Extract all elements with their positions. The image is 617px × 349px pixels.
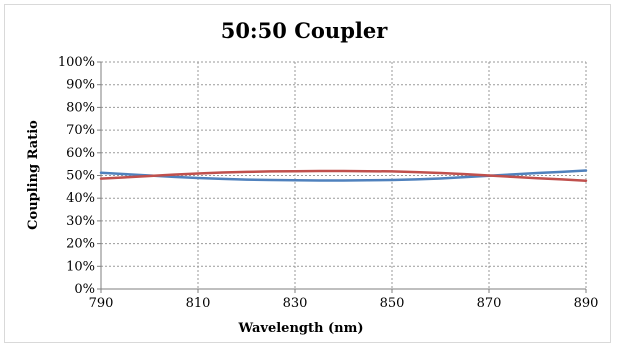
chart-title: 50:50 Coupler <box>221 18 389 43</box>
y-tick-label: 80% <box>66 100 95 115</box>
x-tick-label: 830 <box>283 296 308 311</box>
y-tick-label: 70% <box>66 123 95 138</box>
y-axis-label: Coupling Ratio <box>26 120 41 230</box>
x-tick-label: 790 <box>89 296 114 311</box>
series-line-2 <box>99 169 588 182</box>
chart-svg: 50:50 Coupler 0% 10% 20% 30% 40% 50% 60% 70% 80%… <box>26 18 599 336</box>
x-tick-label: 810 <box>186 296 211 311</box>
y-tick-label: 40% <box>66 191 95 206</box>
x-axis-label: Wavelength (nm) <box>238 321 364 336</box>
plot-area: 0% 10% 20% 30% 40% 50% 60% 70% 80% 90% 100% 790 810 8… <box>58 55 599 311</box>
y-tick-label: 20% <box>66 237 95 252</box>
y-tick-label: 50% <box>66 169 95 184</box>
x-tick-label: 870 <box>477 296 502 311</box>
y-tick-label: 10% <box>66 259 95 274</box>
y-tick-label: 100% <box>58 55 95 70</box>
y-tick-label: 60% <box>66 146 95 161</box>
y-tick-label: 0% <box>74 282 95 297</box>
y-tick-label: 90% <box>66 78 95 93</box>
x-tick-label: 890 <box>574 296 599 311</box>
y-tick-label: 30% <box>66 214 95 229</box>
chart-frame: 50:50 Coupler 0% 10% 20% 30% 40% 50% 60% 70% 80%… <box>4 4 611 343</box>
x-tick-label: 850 <box>380 296 405 311</box>
series-line-1 <box>99 169 588 182</box>
